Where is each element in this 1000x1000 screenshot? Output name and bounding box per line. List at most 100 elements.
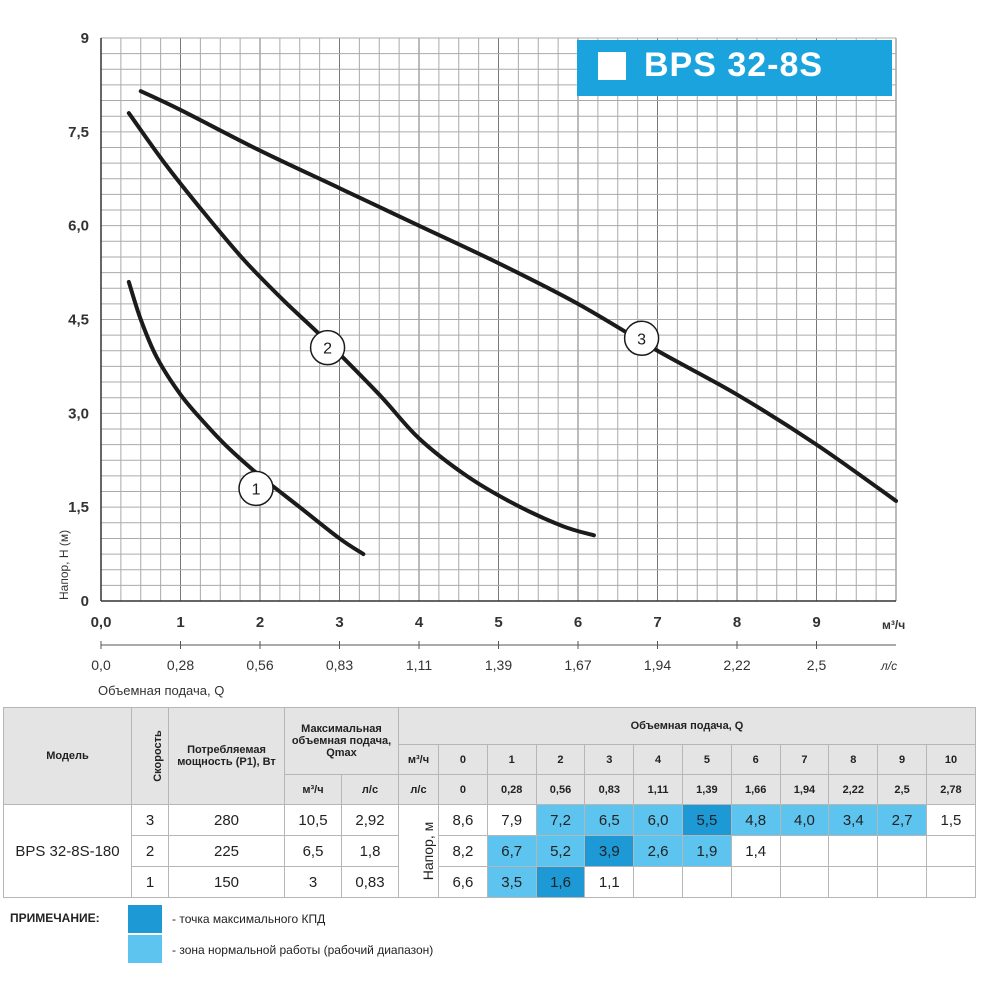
- head-value-cell: 2,6: [633, 835, 683, 867]
- zone-legend-text: - зона нормальной работы (рабочий диапаз…: [172, 943, 434, 957]
- x-tick-label: 2: [256, 614, 264, 631]
- chart-curves: 1 2 3: [126, 89, 898, 557]
- header-model: Модель: [3, 707, 132, 805]
- curve-label-1: 1: [252, 481, 261, 498]
- head-value-cell: 1,6: [535, 866, 586, 898]
- model-badge: BPS 32-8S: [577, 40, 892, 96]
- flow-ls-header: 0,28: [486, 774, 537, 805]
- pump-curve-chart: 1 2 3 0 1,5 3,0 4,5 6,0 7,5 9 0,0 1 2 3 4 5 6 7 8 9 0,0 0,28…: [57, 30, 905, 673]
- x2-tick-label: 2,5: [807, 657, 827, 673]
- head-value-cell: 5,5: [681, 804, 732, 836]
- model-cell: BPS 32-8S-180: [3, 804, 132, 898]
- note-legend: ПРИМЕЧАНИЕ: - точка максимального КПД - …: [0, 903, 1000, 973]
- head-value-cell: 3,5: [486, 866, 537, 898]
- head-value-cell: [681, 866, 732, 898]
- chart-grid: [100, 37, 897, 602]
- qmax-unit-ls: л/с: [341, 774, 399, 805]
- flow-m3h-header: 4: [633, 744, 683, 775]
- table-row: 1 150 3 0,83 6,6 3,5 1,6 1,1: [4, 866, 976, 898]
- x2-tick-label: 2,22: [723, 657, 750, 673]
- head-value-cell: 8,2: [438, 835, 488, 867]
- flow-ls-header: 2,5: [877, 774, 927, 805]
- head-value-cell: 6,6: [438, 866, 488, 898]
- power-cell: 280: [168, 804, 285, 836]
- curve-speed-3: [138, 89, 898, 503]
- qmax-ls-cell: 2,92: [341, 804, 399, 836]
- y-tick-label: 0: [81, 593, 89, 610]
- x-tick-label: 1: [176, 614, 184, 631]
- max-eff-legend-text: - точка максимального КПД: [172, 912, 326, 926]
- qmax-ls-cell: 1,8: [341, 835, 399, 867]
- qmax-m3h-cell: 3: [284, 866, 342, 898]
- spec-table: Модель Скорость Потребляемая мощность (P…: [3, 707, 976, 898]
- flow-m3h-header: 10: [925, 744, 976, 775]
- header-speed: Скорость: [131, 707, 169, 805]
- flow-ls-header: 2,22: [828, 774, 879, 805]
- head-value-cell: 3,4: [828, 804, 879, 836]
- flow-m3h-header: 2: [535, 744, 586, 775]
- max-eff-swatch: [128, 905, 162, 933]
- unit-m3h: м³/ч: [398, 744, 439, 775]
- flow-m3h-header: 1: [486, 744, 537, 775]
- head-value-cell: 1,5: [925, 804, 976, 836]
- speed-cell: 2: [131, 835, 169, 867]
- x2-tick-label: 1,94: [644, 657, 671, 673]
- flow-m3h-header: 8: [828, 744, 879, 775]
- head-value-cell: [877, 835, 927, 867]
- y-tick-label: 3,0: [68, 405, 89, 422]
- head-value-cell: 1,1: [584, 866, 635, 898]
- note-label: ПРИМЕЧАНИЕ:: [10, 911, 100, 925]
- table-row: 2 225 6,5 1,8 8,2 6,7 5,2 3,9 2,6 1,9 1,4: [4, 835, 976, 867]
- power-cell: 150: [168, 866, 285, 898]
- y-tick-label: 7,5: [68, 124, 89, 141]
- table-row: BPS 32-8S-180 3 280 10,5 2,92 Напор, м 8,6 7,9 7…: [3, 804, 976, 898]
- head-value-cell: 7,9: [486, 804, 537, 836]
- x2-tick-label: 0,83: [326, 657, 353, 673]
- curve-label-2: 2: [323, 341, 332, 358]
- x-tick-label: 3: [335, 614, 343, 631]
- x-tick-label: 9: [812, 614, 820, 631]
- flow-ls-header: 1,94: [779, 774, 830, 805]
- flow-m3h-header: 9: [877, 744, 927, 775]
- y-tick-label: 9: [81, 30, 89, 47]
- qmax-ls-cell: 0,83: [341, 866, 399, 898]
- speed-cell: 1: [131, 866, 169, 898]
- head-value-cell: 4,0: [779, 804, 830, 836]
- curve-speed-2: [126, 111, 596, 538]
- head-value-cell: [779, 835, 830, 867]
- head-value-cell: 7,2: [535, 804, 586, 836]
- flow-ls-header: 0,56: [535, 774, 586, 805]
- curve-label-circle: [623, 320, 660, 357]
- x-tick-label: 0,0: [91, 614, 112, 631]
- x2-tick-label: 1,39: [485, 657, 512, 673]
- head-value-cell: [828, 835, 879, 867]
- y-axis-title: Напор, Н (м): [57, 530, 71, 600]
- x-tick-label: 4: [415, 614, 424, 631]
- head-value-cell: 3,9: [584, 835, 635, 867]
- y-tick-label: 6,0: [68, 218, 89, 235]
- flow-m3h-header: 0: [438, 744, 488, 775]
- qmax-m3h-cell: 10,5: [284, 804, 342, 836]
- x2-tick-label: 0,28: [167, 657, 194, 673]
- head-value-cell: 6,0: [633, 804, 683, 836]
- zone-swatch: [128, 935, 162, 963]
- flow-m3h-header: 6: [730, 744, 781, 775]
- flow-m3h-header: 3: [584, 744, 635, 775]
- flow-ls-header: 0: [438, 774, 488, 805]
- head-value-cell: 6,5: [584, 804, 635, 836]
- x-axis-title: Объемная подача, Q: [98, 683, 225, 698]
- header-qmax: Максимальная объемная подача, Qmax: [284, 707, 399, 775]
- x-unit-label: м³/ч: [882, 618, 905, 632]
- x-tick-label: 8: [733, 614, 741, 631]
- speed-cell: 3: [131, 804, 169, 836]
- x-tick-label: 6: [574, 614, 582, 631]
- header-flow: Объемная подача, Q: [398, 707, 976, 745]
- flow-ls-header: 2,78: [925, 774, 976, 805]
- head-value-cell: [779, 866, 830, 898]
- flow-m3h-header: 7: [779, 744, 830, 775]
- flow-ls-header: 0,83: [584, 774, 635, 805]
- badge-square-icon: [598, 52, 626, 80]
- chart-tick-labels: 0 1,5 3,0 4,5 6,0 7,5 9 0,0 1 2 3 4 5 6 7 8 9 0,0 0,28 0,56…: [57, 30, 905, 673]
- head-value-cell: [877, 866, 927, 898]
- y-tick-label: 1,5: [68, 499, 89, 516]
